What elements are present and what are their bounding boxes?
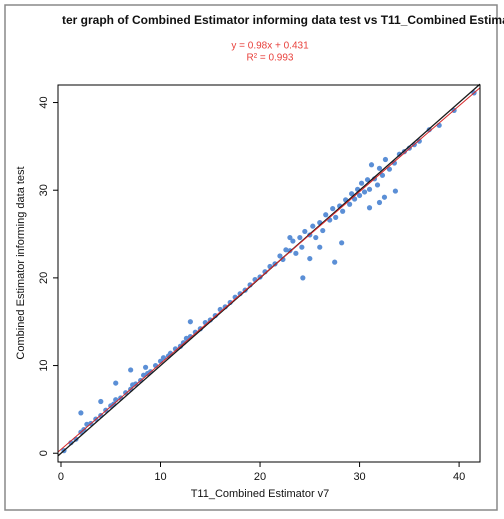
point — [128, 367, 134, 373]
point — [160, 355, 167, 361]
point — [356, 192, 363, 199]
point — [283, 247, 289, 253]
point — [133, 381, 139, 387]
point — [392, 188, 399, 194]
point — [376, 199, 383, 206]
y-tick-label: 0 — [38, 450, 50, 456]
point — [310, 223, 316, 229]
point — [98, 398, 104, 405]
plot-border — [57, 84, 481, 463]
point — [172, 346, 179, 352]
point — [299, 244, 305, 250]
point — [364, 177, 371, 183]
point — [361, 189, 368, 195]
point — [416, 138, 422, 144]
point — [142, 364, 149, 370]
point — [366, 205, 373, 211]
x-tick-label: 20 — [254, 471, 266, 483]
point — [381, 194, 388, 200]
point — [374, 182, 381, 188]
x-tick-label: 10 — [154, 471, 166, 483]
point — [287, 234, 293, 241]
point — [332, 259, 338, 265]
point — [167, 350, 174, 356]
point — [382, 156, 389, 163]
point — [333, 214, 339, 220]
annotation: y = 0.98x + 0.431 — [231, 41, 309, 52]
point — [187, 319, 193, 325]
point — [330, 206, 336, 212]
point — [358, 180, 365, 186]
point — [313, 234, 319, 241]
chart-title: ter graph of Combined Estimator informin… — [62, 13, 504, 27]
point — [78, 410, 84, 416]
annotation: R² = 0.993 — [247, 53, 294, 64]
point — [300, 275, 306, 281]
point — [302, 228, 308, 235]
x-axis-label: T11_Combined Estimator v7 — [191, 488, 330, 500]
point — [339, 240, 345, 246]
point — [368, 162, 375, 168]
point — [379, 172, 386, 178]
point — [376, 165, 383, 171]
y-axis-label: Combined Estimator informing data test — [15, 166, 27, 359]
point — [277, 253, 283, 259]
y-tick-label: 20 — [38, 272, 50, 284]
point — [391, 160, 398, 166]
point — [366, 186, 373, 192]
x-tick-label: 0 — [58, 471, 64, 483]
point — [113, 380, 119, 386]
point — [317, 244, 323, 250]
trend-line — [57, 87, 481, 453]
y-tick-label: 40 — [38, 96, 50, 108]
point — [340, 208, 346, 214]
point — [297, 234, 303, 241]
x-tick-label: 40 — [453, 471, 465, 483]
x-tick-label: 30 — [353, 471, 365, 483]
y-tick-label: 10 — [38, 359, 50, 371]
point — [290, 238, 296, 244]
point — [386, 166, 393, 172]
point — [307, 255, 313, 262]
point — [349, 191, 355, 197]
point — [320, 227, 326, 234]
point — [347, 201, 353, 207]
point — [293, 250, 299, 256]
y-tick-label: 30 — [38, 184, 50, 196]
point — [323, 212, 329, 218]
point — [123, 390, 129, 396]
